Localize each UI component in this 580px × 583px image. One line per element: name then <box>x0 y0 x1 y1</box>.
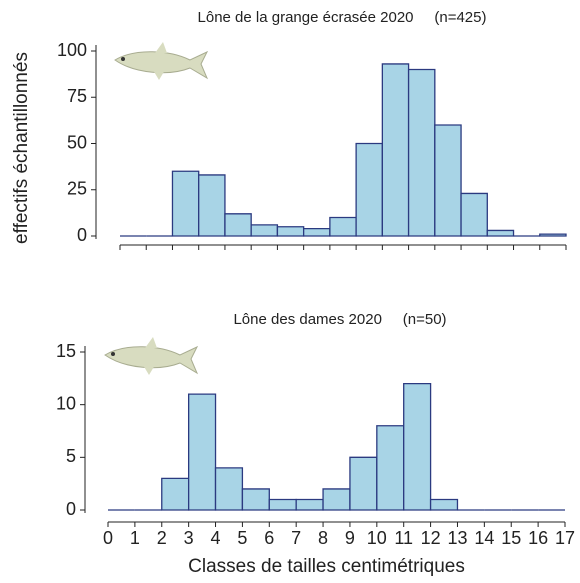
bar <box>295 498 324 511</box>
x-tick-label: 17 <box>555 528 575 548</box>
bar <box>349 456 378 511</box>
x-tick-label: 11 <box>394 528 413 548</box>
y-tick-label: 0 <box>66 499 76 519</box>
x-tick-label: 10 <box>367 528 387 548</box>
y-tick-label: 25 <box>67 179 87 199</box>
x-tick-label: 2 <box>157 528 167 548</box>
x-tick-label: 3 <box>184 528 194 548</box>
x-tick-label: 4 <box>211 528 221 548</box>
bar <box>214 467 244 511</box>
x-tick-label: 6 <box>264 528 274 548</box>
bar <box>322 488 351 511</box>
x-tick-label: 8 <box>318 528 328 548</box>
y-tick-label: 10 <box>56 393 76 413</box>
bar <box>329 216 357 237</box>
bar <box>403 382 432 511</box>
x-tick-label: 0 <box>103 528 113 548</box>
y-tick-label: 0 <box>77 225 87 245</box>
x-tick-label: 15 <box>501 528 521 548</box>
y-tick-label: 15 <box>56 341 76 361</box>
x-tick-label: 14 <box>474 528 494 548</box>
bar <box>161 477 190 511</box>
bar <box>381 63 410 237</box>
bar <box>268 498 297 511</box>
fish-icon <box>104 337 199 375</box>
y-tick-label: 5 <box>66 446 76 466</box>
x-tick-label: 13 <box>447 528 467 548</box>
x-tick-label: 16 <box>528 528 548 548</box>
x-tick-label: 7 <box>291 528 301 548</box>
bar <box>376 425 405 511</box>
bar <box>434 124 462 237</box>
bar <box>539 233 567 237</box>
bar <box>171 170 200 237</box>
bar <box>429 498 459 511</box>
x-tick-label: 5 <box>237 528 247 548</box>
bar <box>486 229 515 237</box>
x-tick-label: 12 <box>421 528 441 548</box>
bar <box>460 192 488 237</box>
x-axis-label: Classes de tailles centimétriques <box>188 556 465 577</box>
bar <box>355 142 384 237</box>
bar <box>407 68 436 237</box>
bar <box>187 393 217 511</box>
chart-title: Lône de la grange écrasée 2020 (n=425) <box>198 9 487 26</box>
x-tick-label: 1 <box>130 528 140 548</box>
chart-title: Lône des dames 2020 (n=50) <box>233 311 446 328</box>
y-tick-label: 75 <box>67 86 87 106</box>
bar <box>276 226 305 237</box>
bar <box>302 227 331 237</box>
bar <box>224 213 252 237</box>
y-axis-label: effectifs échantillonnés <box>11 52 32 244</box>
bar <box>198 174 226 237</box>
bar <box>241 488 270 511</box>
x-tick-label: 9 <box>345 528 355 548</box>
y-tick-label: 50 <box>67 132 87 152</box>
y-tick-label: 100 <box>57 40 87 60</box>
bar <box>250 224 279 237</box>
fish-icon <box>114 42 209 80</box>
